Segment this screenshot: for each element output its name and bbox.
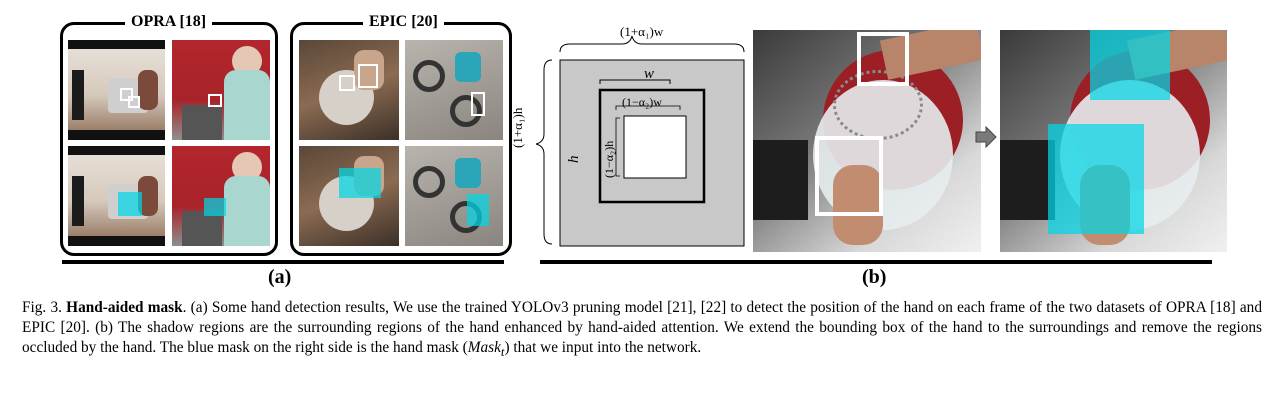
- hand-mask: [204, 198, 226, 216]
- epic-image-1-bottom: [299, 146, 399, 246]
- hand-mask-top: [1090, 30, 1170, 100]
- hand-bbox-bottom: [815, 136, 883, 216]
- occluded-region: [623, 115, 687, 179]
- hand-bbox: [208, 94, 222, 107]
- panel-b-label: (b): [862, 266, 887, 288]
- outer-width-label: (1+α₁)w: [620, 24, 664, 39]
- stove-image-bboxes: [753, 30, 981, 252]
- inner-top-brace: [615, 105, 681, 110]
- w-brace: [599, 79, 671, 84]
- hand-bbox: [358, 64, 378, 88]
- epic-image-1-top: [299, 40, 399, 140]
- box-width-label: w: [644, 66, 655, 82]
- caption-mask-symbol: Mask: [467, 339, 501, 356]
- caption-body: . (a) Some hand detection results, We us…: [22, 299, 1262, 356]
- epic-image-2-bottom: [405, 146, 503, 246]
- epic-image-2-top: [405, 40, 503, 140]
- inner-height-label: (1−α₂)h: [602, 140, 616, 178]
- inner-width-label: (1−α₂)w: [622, 95, 662, 109]
- stove-image-masks: [1000, 30, 1227, 252]
- hand-bbox-top: [857, 32, 909, 86]
- epic-group-title: EPIC [20]: [363, 13, 444, 31]
- inner-left-brace: [615, 117, 620, 177]
- box-height-label: h: [566, 155, 582, 164]
- caption-prefix: Fig. 3.: [22, 299, 62, 316]
- hand-mask-bottom: [1048, 124, 1144, 234]
- hand-mask: [339, 168, 381, 198]
- hand-region-diagram: [535, 35, 745, 247]
- hand-bbox: [120, 88, 133, 101]
- opra-image-2-top: [172, 40, 270, 140]
- caption-mask-subscript: t: [500, 345, 505, 360]
- top-brace: [559, 35, 745, 53]
- hand-bbox: [128, 96, 140, 108]
- hand-bbox: [471, 92, 485, 116]
- hand-mask: [118, 192, 142, 216]
- opra-image-2-bottom: [172, 146, 270, 246]
- opra-group-title: OPRA [18]: [125, 13, 213, 31]
- hand-bbox: [339, 75, 355, 91]
- opra-image-1-bottom: [68, 146, 165, 246]
- caption-body-end: ) that we input into the network.: [504, 339, 702, 356]
- opra-image-1-top: [68, 40, 165, 140]
- arrow-right-icon: [975, 126, 997, 148]
- outer-height-label: (1+α₁)h: [510, 107, 525, 148]
- left-brace: [535, 59, 553, 245]
- figure-caption: Fig. 3. Hand-aided mask. (a) Some hand d…: [22, 298, 1262, 362]
- hand-mask: [467, 194, 489, 226]
- caption-title: Hand-aided mask: [66, 299, 183, 316]
- panel-a-underline: [62, 260, 504, 264]
- panel-a-label: (a): [268, 266, 292, 288]
- panel-b-underline: [540, 260, 1212, 264]
